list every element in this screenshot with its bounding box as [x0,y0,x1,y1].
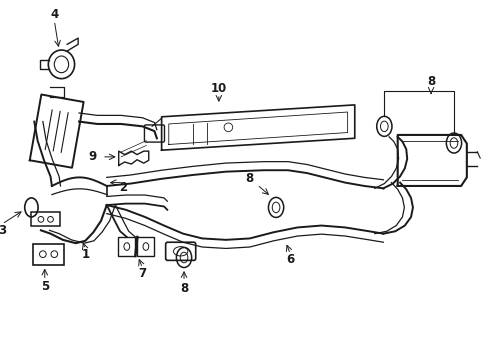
Text: 6: 6 [285,253,294,266]
Text: 3: 3 [0,224,6,237]
Text: 4: 4 [50,8,58,21]
Text: 10: 10 [210,82,226,95]
Text: 8: 8 [180,282,188,295]
Text: 9: 9 [88,150,97,163]
Text: 2: 2 [119,181,127,194]
Text: 1: 1 [81,248,89,261]
Text: 8: 8 [245,172,253,185]
Text: 7: 7 [138,267,146,280]
Text: 8: 8 [426,75,434,87]
Text: 5: 5 [41,280,49,293]
